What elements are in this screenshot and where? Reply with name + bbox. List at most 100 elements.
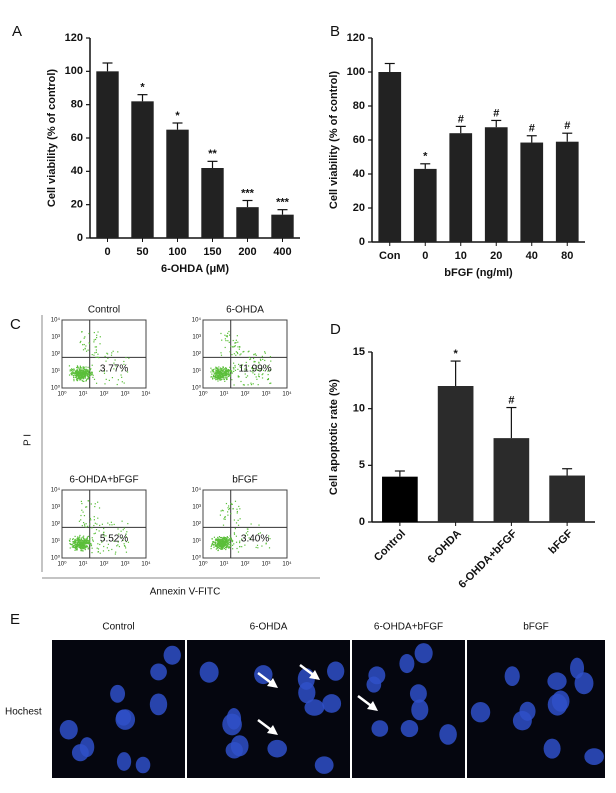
event-dot [233,384,235,386]
event-dot [212,375,215,378]
quadrant-rate: 3.40% [241,534,269,545]
event-dot [71,368,73,370]
event-dot [247,384,249,386]
event-dot [94,338,97,341]
event-dot [80,543,83,545]
event-dot [224,334,226,336]
event-dot [237,519,239,521]
event-dot [219,372,221,375]
event-dot [227,538,229,541]
event-dot [93,516,95,518]
event-dot [97,353,99,355]
event-dot [97,331,99,333]
nucleus [547,693,568,716]
event-dot [216,538,218,540]
event-dot [222,545,225,547]
event-dot [86,536,89,538]
y-tick-label: 0 [77,232,83,244]
significance-mark: # [458,113,464,125]
event-dot [262,373,264,375]
event-dot [243,384,245,386]
event-dot [228,373,230,375]
event-dot [218,546,220,549]
event-dot [256,369,259,371]
bar [437,386,474,522]
event-dot [215,548,217,550]
event-dot [223,542,226,544]
event-dot [95,346,98,348]
event-dot [245,361,247,364]
event-dot [220,547,222,550]
bar [271,214,294,238]
event-dot [258,373,260,375]
event-dot [70,369,73,371]
event-dot [81,379,83,382]
event-dot [117,541,119,543]
nucleus [543,738,561,759]
event-dot [86,369,88,371]
event-dot [216,542,219,545]
event-dot [115,365,117,367]
event-dot [80,519,82,521]
event-dot [270,382,272,384]
event-dot [78,375,80,377]
event-dot [68,539,71,542]
event-dot [230,545,232,547]
event-dot [215,545,218,548]
event-dot [229,535,231,537]
x-tick-label: 0 [104,246,110,258]
event-dot [79,374,81,376]
event-dot [106,352,108,354]
event-dot [220,540,223,542]
event-dot [217,378,219,380]
event-dot [230,370,232,373]
x-tick-label: Control [372,528,408,564]
event-dot [211,544,213,546]
event-dot [79,373,81,375]
event-dot [220,544,222,546]
event-dot [87,366,89,368]
event-dot [81,378,83,380]
image-title: 6-OHDA [250,622,288,633]
event-dot [233,353,235,355]
arrow-head [367,701,378,711]
nucleus [135,756,151,774]
event-dot [83,544,85,546]
event-dot [123,544,126,547]
y-tick-label: 10⁴ [51,317,61,324]
event-dot [220,373,222,375]
event-dot [261,355,263,358]
event-dot [125,540,127,543]
event-dot [74,545,76,547]
event-dot [228,369,230,372]
event-dot [84,373,86,375]
event-dot [85,369,87,372]
event-dot [212,378,214,380]
event-dot [252,383,254,385]
event-dot [229,366,231,368]
y-tick-label: 10 [353,403,365,415]
event-dot [90,503,92,505]
event-dot [225,377,227,379]
event-dot [79,366,82,368]
event-dot [78,542,80,545]
event-dot [214,539,217,541]
bar [236,207,259,238]
event-dot [87,375,89,377]
event-dot [240,353,242,355]
event-dot [82,374,84,376]
y-tick-label: 10² [51,352,60,358]
nucleus [115,709,132,726]
event-dot [221,546,224,548]
event-dot [227,373,229,375]
event-dot [86,373,89,375]
event-dot [236,510,239,513]
event-dot [223,536,225,538]
event-dot [213,546,215,548]
event-dot [121,376,123,378]
event-dot [217,375,219,377]
nucleus [163,645,181,665]
event-dot [87,548,89,550]
event-dot [74,373,76,375]
event-dot [71,373,73,375]
